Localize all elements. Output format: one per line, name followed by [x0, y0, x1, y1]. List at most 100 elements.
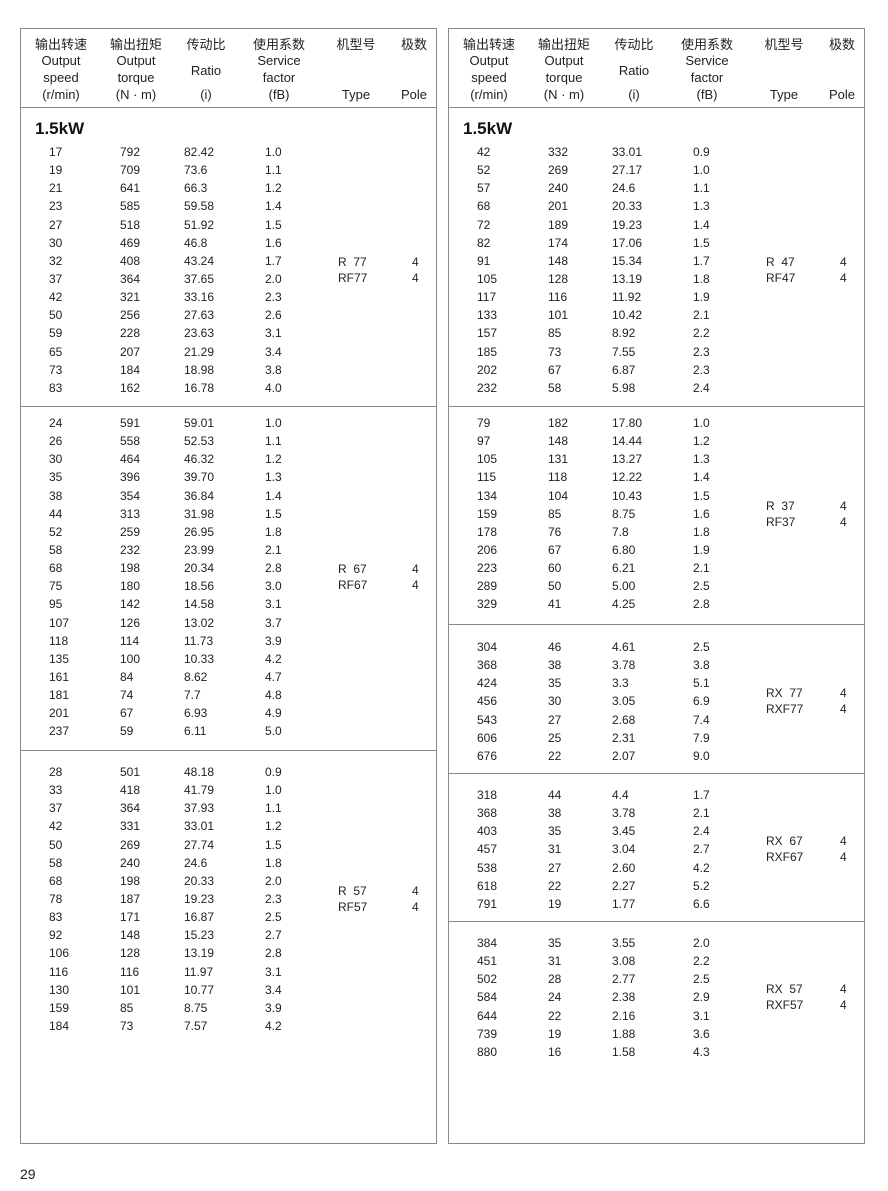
- speed-cell: 135: [49, 651, 70, 666]
- torque-cell: 198: [120, 873, 141, 888]
- torque-cell: 189: [548, 217, 569, 232]
- ratio-cell: 14.58: [184, 597, 215, 612]
- service-factor-cell: 1.0: [265, 145, 282, 159]
- table-row: 52 259 26.95 1.8: [21, 523, 436, 541]
- service-factor-cell: 0.9: [693, 145, 710, 159]
- table-row: 44 313 31.98 1.5: [21, 505, 436, 523]
- service-factor-cell: 4.8: [265, 688, 282, 703]
- type-block: R 77 4 RF77 4: [338, 254, 428, 286]
- table-row: 35 396 39.70 1.3: [21, 468, 436, 486]
- ratio-cell: 13.19: [612, 271, 643, 286]
- header-en: (N · m): [543, 87, 585, 102]
- speed-cell: 72: [477, 217, 491, 232]
- service-factor-cell: 2.3: [693, 362, 710, 377]
- ratio-cell: 27.74: [184, 837, 215, 852]
- header-en: torque: [545, 70, 583, 85]
- service-factor-cell: 1.2: [265, 452, 282, 467]
- speed-cell: 28: [49, 765, 63, 779]
- pole-label: 4: [840, 834, 847, 849]
- ratio-cell: 8.75: [612, 506, 636, 521]
- torque-cell: 73: [548, 344, 562, 359]
- speed-cell: 58: [49, 855, 63, 870]
- torque-cell: 162: [120, 380, 141, 395]
- type-line: RXF67 4: [766, 849, 856, 865]
- table-row: 329 41 4.25 2.8: [449, 595, 864, 613]
- speed-cell: 318: [477, 788, 498, 802]
- ratio-cell: 8.92: [612, 326, 636, 341]
- rows-group: 79 182 17.80 1.0 97 148 14.44 1.2 105 131 13.27 1.3…: [449, 414, 864, 614]
- ratio-cell: 16.87: [184, 910, 215, 925]
- header-en: (fB): [696, 87, 718, 102]
- pole-label: 4: [840, 686, 847, 701]
- service-factor-cell: 2.4: [693, 380, 710, 395]
- service-factor-cell: 2.0: [693, 936, 710, 950]
- torque-cell: 331: [120, 819, 141, 834]
- ratio-cell: 20.34: [184, 561, 215, 576]
- torque-cell: 38: [548, 806, 562, 821]
- service-factor-cell: 7.4: [693, 712, 710, 727]
- torque-cell: 418: [120, 783, 141, 798]
- ratio-cell: 3.05: [612, 694, 636, 709]
- type-block: R 57 4 RF57 4: [338, 883, 428, 915]
- header-en: (fB): [268, 87, 290, 102]
- type-line: R 37 4: [766, 498, 856, 514]
- service-factor-cell: 2.8: [265, 946, 282, 961]
- table-row: 157 85 8.92 2.2: [449, 324, 864, 342]
- pole-label: 4: [412, 254, 419, 269]
- ratio-cell: 15.23: [184, 928, 215, 943]
- table-section: 318 44 4.4 1.7 368 38 3.78 2.1 403 35 3.45 2.4 457 31…: [449, 774, 864, 922]
- header-cn: 输出转速: [462, 37, 515, 52]
- header-en: Pole: [828, 87, 856, 102]
- torque-cell: 22: [548, 1008, 562, 1023]
- header-cn: 输出扭矩: [109, 37, 162, 52]
- table-row: 38 354 36.84 1.4: [21, 487, 436, 505]
- service-factor-cell: 5.1: [693, 676, 710, 691]
- ratio-cell: 37.93: [184, 801, 215, 816]
- ratio-cell: 16.78: [184, 380, 215, 395]
- service-factor-cell: 1.8: [693, 524, 710, 539]
- torque-cell: 67: [548, 542, 562, 557]
- rows-group: 304 46 4.61 2.5 368 38 3.78 3.8 424 35 3.3 5.1 456 30…: [449, 638, 864, 765]
- table-row: 618 22 2.27 5.2: [449, 877, 864, 895]
- speed-cell: 27: [49, 217, 63, 232]
- pole-label: 4: [840, 254, 847, 269]
- type-label: RXF77: [766, 702, 804, 717]
- pole-label: 4: [412, 578, 419, 593]
- speed-cell: 606: [477, 730, 498, 745]
- table-row: 21 641 66.3 1.2: [21, 179, 436, 197]
- speed-cell: 115: [477, 470, 497, 485]
- torque-cell: 641: [120, 181, 141, 196]
- service-factor-cell: 2.7: [693, 842, 710, 857]
- header-cn: 使用系数: [252, 37, 305, 52]
- type-block: RX 77 4 RXF77 4: [766, 685, 856, 717]
- torque-cell: 60: [548, 561, 562, 576]
- pole-label: 4: [840, 514, 847, 529]
- ratio-cell: 59.58: [184, 199, 215, 214]
- torque-cell: 31: [548, 954, 562, 969]
- service-factor-cell: 1.7: [265, 253, 282, 268]
- ratio-cell: 2.60: [612, 860, 636, 875]
- torque-cell: 19: [548, 896, 562, 911]
- torque-cell: 171: [120, 910, 141, 925]
- speed-cell: 161: [49, 669, 70, 684]
- right-table: 输出转速 Output speed (r/min) 输出扭矩 Output torque (N…: [448, 28, 865, 1144]
- service-factor-cell: 2.1: [693, 308, 710, 323]
- type-line: RX 67 4: [766, 833, 856, 849]
- type-line: RF67 4: [338, 577, 428, 593]
- rows-group: 17 792 82.42 1.0 19 709 73.6 1.1 21 641 66.3 1.2 23 5…: [21, 143, 436, 397]
- service-factor-cell: 2.0: [265, 873, 282, 888]
- torque-cell: 104: [548, 488, 569, 503]
- service-factor-cell: 1.3: [265, 470, 282, 485]
- table-row: 58 232 23.99 2.1: [21, 541, 436, 559]
- table-row: 676 22 2.07 9.0: [449, 747, 864, 765]
- type-label: RXF57: [766, 998, 804, 1013]
- torque-cell: 116: [548, 290, 568, 305]
- table-row: 42 321 33.16 2.3: [21, 288, 436, 306]
- service-factor-cell: 1.5: [265, 217, 282, 232]
- torque-cell: 256: [120, 308, 141, 323]
- speed-cell: 107: [49, 615, 70, 630]
- speed-cell: 456: [477, 694, 498, 709]
- service-factor-cell: 1.0: [693, 416, 710, 430]
- service-factor-cell: 2.3: [265, 891, 282, 906]
- table-row: 78 187 19.23 2.3: [21, 890, 436, 908]
